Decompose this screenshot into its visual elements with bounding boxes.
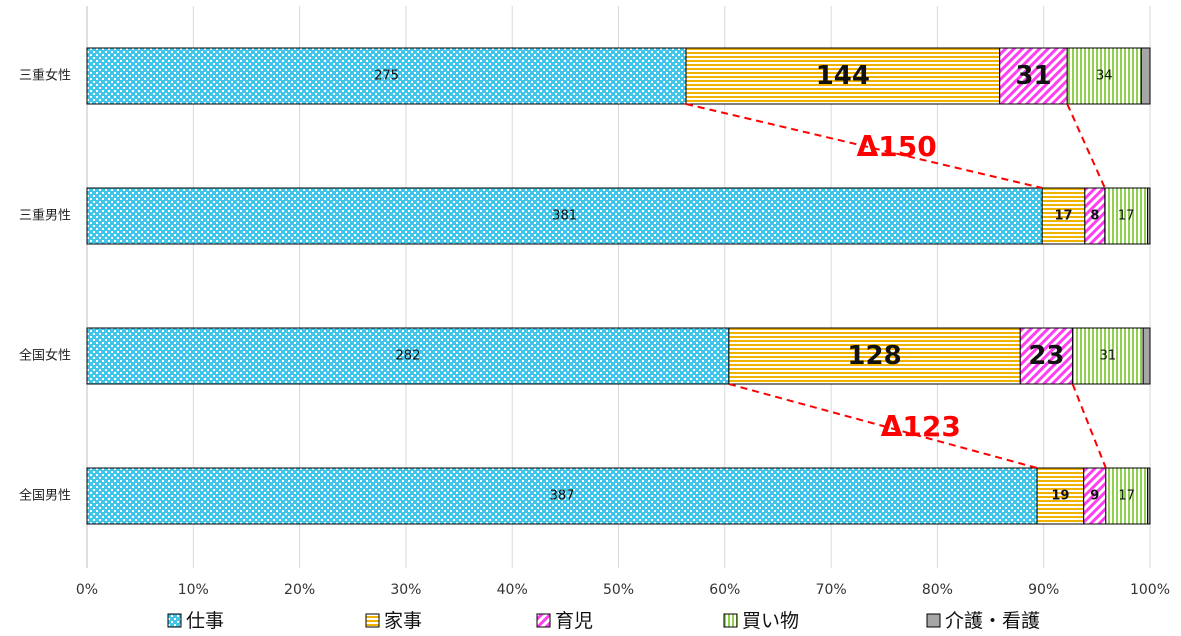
data-label-work: 387 <box>550 489 575 504</box>
bar-care <box>1142 327 1151 385</box>
legend-swatch-child <box>536 613 551 628</box>
bar-care <box>1140 47 1151 105</box>
bar-house <box>728 327 1021 385</box>
difference-annotation: Δ150 <box>857 130 937 163</box>
category-label: 三重女性 <box>19 68 71 84</box>
data-label-child: 23 <box>1028 341 1064 371</box>
legend: 仕事 家事 育児 買い物 介護・看護 <box>167 610 1040 632</box>
bar-work <box>86 187 1043 245</box>
bar-child <box>1019 327 1074 385</box>
data-label-shop: 34 <box>1096 69 1113 84</box>
data-label-child: 8 <box>1090 209 1099 224</box>
legend-swatch-work <box>167 613 182 628</box>
data-label-house: 19 <box>1051 489 1069 504</box>
bar-work <box>86 47 687 105</box>
data-label-shop: 17 <box>1118 209 1135 224</box>
bar-shop <box>1105 467 1149 525</box>
bar-care <box>1146 187 1151 245</box>
bar-house <box>685 47 1001 105</box>
data-label-house: 144 <box>816 61 870 91</box>
legend-label-care: 介護・看護 <box>945 610 1040 632</box>
x-tick-label: 50% <box>603 582 634 598</box>
category-label: 全国男性 <box>19 488 71 504</box>
bar-care <box>1147 467 1151 525</box>
annotations-layer: Δ150 Δ123 <box>685 103 1107 469</box>
data-label-house: 17 <box>1054 209 1072 224</box>
legend-swatch-care <box>926 613 941 628</box>
category-label: 三重男性 <box>19 208 71 224</box>
data-label-work: 275 <box>374 69 399 84</box>
data-label-work: 381 <box>552 209 577 224</box>
connector-line <box>1066 103 1106 189</box>
legend-label-child: 育児 <box>555 610 593 632</box>
connector-line <box>685 103 1043 189</box>
bar-work <box>86 467 1038 525</box>
connector-line <box>1071 383 1107 469</box>
x-tick-label: 40% <box>497 582 528 598</box>
legend-label-work: 仕事 <box>186 610 224 632</box>
data-label-house: 128 <box>847 341 901 371</box>
x-tick-label: 100% <box>1130 582 1170 598</box>
bar-work <box>86 327 730 385</box>
bar-house <box>1041 187 1086 245</box>
legend-label-shop: 買い物 <box>742 610 799 632</box>
bar-house <box>1036 467 1085 525</box>
x-tick-label: 80% <box>922 582 953 598</box>
x-tick-label: 70% <box>816 582 847 598</box>
bars-layer: 275 144 31 34 381 17 8 17 282 128 23 31 387 19 9 17 <box>86 47 1151 525</box>
x-tick-label: 0% <box>76 582 98 598</box>
x-tick-label: 90% <box>1028 582 1059 598</box>
data-label-child: 31 <box>1015 61 1051 91</box>
connector-line <box>728 383 1038 469</box>
difference-annotation: Δ123 <box>881 410 961 443</box>
legend-swatch-house <box>365 613 380 628</box>
category-label: 全国女性 <box>19 348 71 364</box>
x-tick-label: 10% <box>178 582 209 598</box>
bar-shop <box>1104 187 1148 245</box>
x-tick-label: 30% <box>390 582 421 598</box>
data-label-work: 282 <box>396 349 421 364</box>
bar-shop <box>1066 47 1142 105</box>
x-tick-label: 20% <box>284 582 315 598</box>
x-axis-ticks: 0% 10% 20% 30% 40% 50% 60% 70% 80% 90% 100% <box>76 582 1170 598</box>
data-label-child: 9 <box>1090 489 1099 504</box>
data-label-shop: 17 <box>1118 489 1135 504</box>
legend-label-house: 家事 <box>384 610 422 632</box>
x-tick-label: 60% <box>709 582 740 598</box>
legend-swatch-shop <box>723 613 738 628</box>
data-label-shop: 31 <box>1100 349 1117 364</box>
